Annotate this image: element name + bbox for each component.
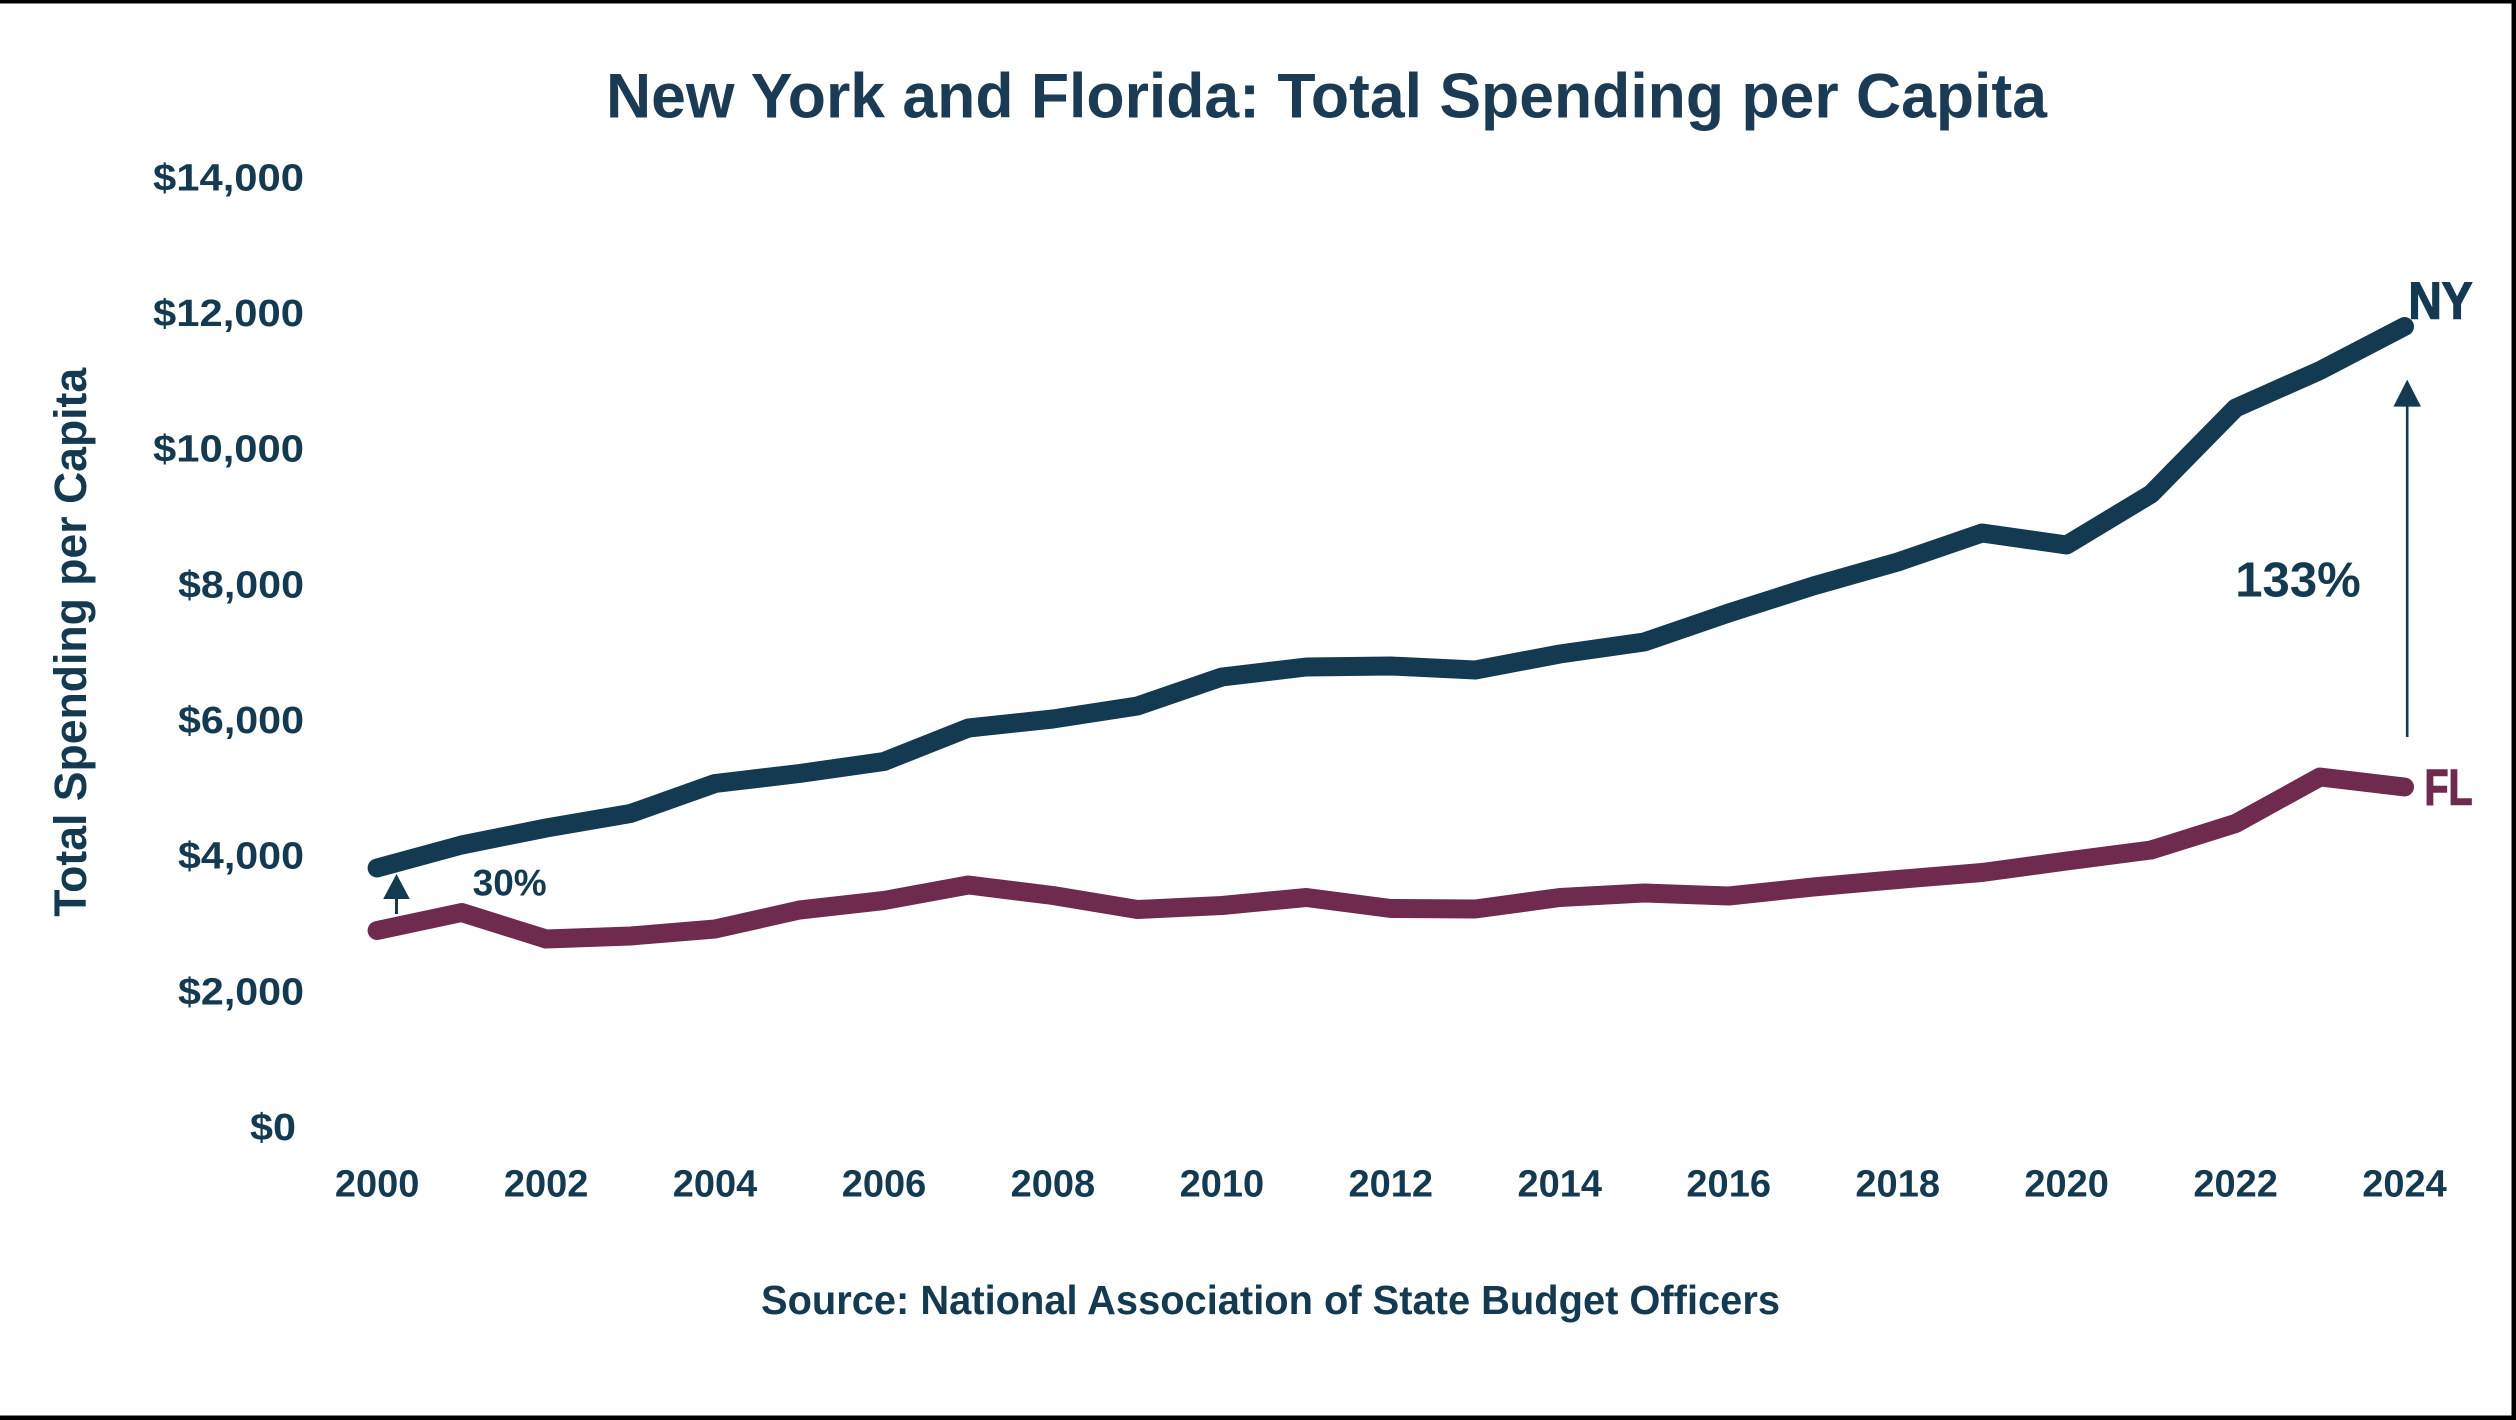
svg-text:Total Spending per Capita: Total Spending per Capita [45,367,96,917]
svg-text:2022: 2022 [2193,1164,2278,1206]
svg-text:NY: NY [2409,273,2473,331]
svg-text:30%: 30% [473,863,547,904]
svg-text:$10,000: $10,000 [153,429,304,471]
svg-text:$0: $0 [250,1107,296,1149]
svg-text:2016: 2016 [1686,1164,1771,1206]
svg-text:2012: 2012 [1349,1164,1434,1206]
svg-text:2018: 2018 [1855,1164,1940,1206]
svg-text:$4,000: $4,000 [178,836,304,878]
svg-text:2000: 2000 [335,1164,420,1206]
svg-text:FL: FL [2425,759,2473,815]
svg-text:$12,000: $12,000 [153,293,304,335]
svg-text:New York and Florida: Total Sp: New York and Florida: Total Spending per… [606,62,2048,132]
svg-text:$14,000: $14,000 [153,157,304,199]
svg-text:2004: 2004 [673,1164,758,1206]
svg-text:2014: 2014 [1518,1164,1603,1206]
svg-text:2024: 2024 [2362,1164,2447,1206]
svg-text:2006: 2006 [842,1164,927,1206]
svg-text:2002: 2002 [504,1164,589,1206]
svg-text:2008: 2008 [1011,1164,1096,1206]
svg-text:$8,000: $8,000 [178,564,304,606]
svg-text:2020: 2020 [2024,1164,2109,1206]
svg-text:2010: 2010 [1180,1164,1265,1206]
svg-text:133%: 133% [2235,554,2361,608]
svg-text:$6,000: $6,000 [178,700,304,742]
svg-text:$2,000: $2,000 [178,971,304,1013]
svg-text:Source: National Association o: Source: National Association of State Bu… [761,1277,1780,1323]
